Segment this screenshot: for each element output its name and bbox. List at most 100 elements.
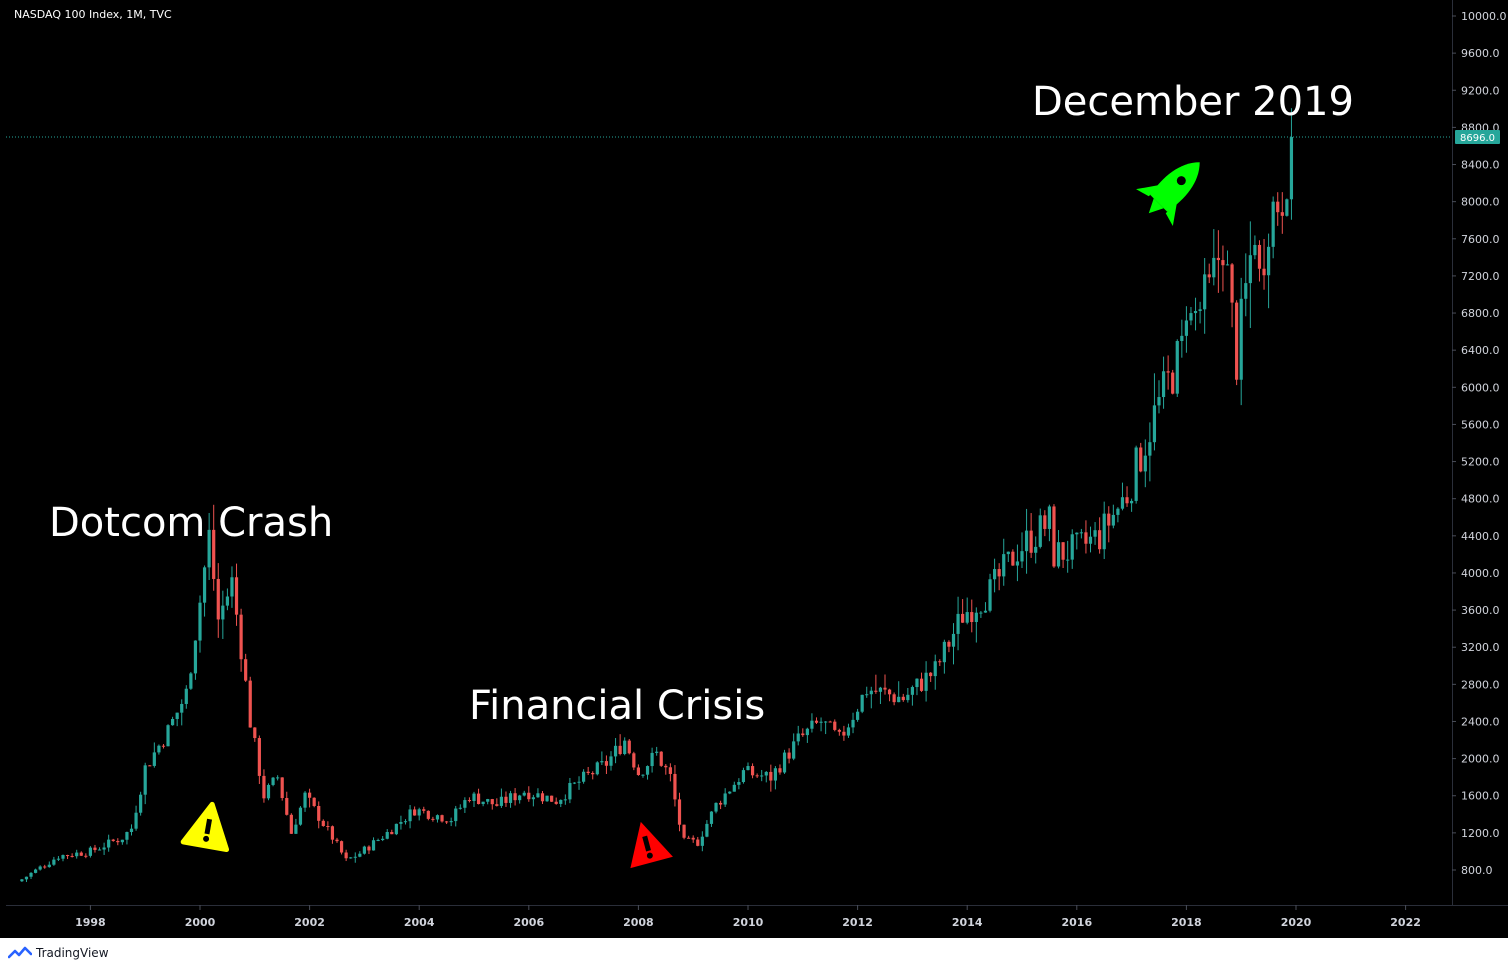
candle-body: [632, 753, 636, 768]
y-tick-label: 2400.0: [1461, 715, 1500, 728]
candle-body: [1161, 371, 1166, 398]
candle-body: [65, 855, 70, 857]
y-axis[interactable]: 800.0 1200.0 1600.0 2000.0 2400.0 2800.0 3200.…: [1452, 10, 1507, 877]
candle-body: [787, 752, 791, 759]
candle-body: [540, 793, 545, 802]
candle-body: [84, 855, 88, 857]
candle-body: [618, 745, 622, 755]
candle-body: [317, 805, 321, 821]
y-tick-label: 8400.0: [1461, 159, 1500, 172]
candle-body: [709, 811, 714, 824]
candle-body: [792, 741, 796, 759]
candle-body: [673, 773, 677, 800]
candle-body: [860, 694, 864, 712]
candle-body: [828, 721, 832, 723]
candle-body: [737, 782, 741, 785]
candle-body: [134, 812, 138, 829]
candle-body: [321, 820, 325, 827]
candle-body: [527, 792, 531, 800]
x-axis[interactable]: 1998 2000 2002 2004 2006 2008 2010 2012 2014 2016…: [75, 905, 1421, 929]
candle-body: [298, 807, 303, 825]
candle-body: [910, 687, 914, 695]
candle-body: [1257, 244, 1262, 269]
candle-body: [1225, 264, 1230, 266]
candle-body: [184, 688, 188, 704]
x-tick-label: 2014: [952, 916, 983, 929]
y-tick-label: 7600.0: [1461, 233, 1500, 246]
candle-body: [1175, 341, 1179, 394]
y-tick-label: 8000.0: [1461, 196, 1500, 209]
candle-body: [20, 879, 24, 882]
candle-body: [358, 853, 362, 857]
candle-body: [1262, 268, 1266, 276]
candle-body: [856, 711, 860, 720]
candle-body: [842, 731, 846, 736]
candle-body: [308, 792, 312, 798]
candle-body: [225, 596, 229, 606]
candle-body: [1285, 199, 1289, 216]
candle-body: [796, 733, 800, 742]
candle-body: [563, 799, 567, 801]
candle-body: [732, 784, 736, 792]
candle-body: [495, 804, 499, 806]
candle-body: [1098, 530, 1102, 550]
candle-body: [362, 846, 366, 854]
candle-body: [120, 839, 124, 843]
y-tick-label: 6800.0: [1461, 307, 1500, 320]
candle-body: [161, 745, 166, 747]
candle-body: [764, 771, 768, 776]
candle-body: [810, 720, 814, 729]
candle-body: [1070, 534, 1074, 560]
x-tick-label: 2010: [733, 916, 764, 929]
candle-body: [1280, 212, 1284, 216]
candle-body: [874, 690, 878, 692]
candle-body: [499, 796, 503, 806]
brand[interactable]: TradingView: [8, 942, 109, 964]
chart-background: [0, 0, 1508, 938]
candle-body: [572, 782, 577, 784]
candle-body: [102, 847, 106, 850]
candle-body: [1079, 532, 1083, 534]
candle-body: [554, 801, 558, 804]
candle-body: [70, 855, 74, 857]
candle-body: [993, 569, 997, 580]
candle-body: [600, 761, 604, 763]
candle-body: [202, 567, 207, 603]
candle-body: [769, 771, 773, 781]
candle-body: [371, 840, 376, 851]
y-tick-label: 4400.0: [1461, 530, 1500, 543]
x-tick-label: 2022: [1390, 916, 1421, 929]
candle-body: [266, 784, 271, 799]
candle-body: [983, 610, 988, 613]
candle-body: [175, 712, 179, 719]
candle-body: [221, 605, 225, 620]
candle-body: [24, 876, 29, 880]
candle-body: [481, 801, 485, 805]
candle-body: [198, 602, 202, 641]
candle-body: [878, 687, 883, 692]
x-tick-label: 2018: [1171, 916, 1202, 929]
candle-body: [970, 612, 974, 623]
candle-body: [518, 795, 522, 801]
candle-body: [116, 840, 120, 843]
candle-body: [399, 822, 403, 824]
candle-body: [929, 672, 933, 677]
candle-body: [901, 696, 905, 701]
candle-body: [938, 661, 942, 663]
candle-body: [417, 809, 421, 816]
candle-body: [504, 796, 508, 803]
candle-body: [801, 733, 805, 736]
candle-body: [1107, 513, 1111, 526]
candle-body: [52, 859, 56, 865]
candle-body: [1011, 551, 1015, 566]
candle-body: [56, 858, 61, 860]
candle-body: [476, 793, 481, 805]
candle-body: [719, 802, 723, 805]
candle-body: [262, 775, 266, 799]
x-tick-label: 2004: [404, 916, 435, 929]
candle-body: [294, 824, 298, 834]
candle-body: [1166, 371, 1170, 373]
candle-body: [1253, 244, 1257, 256]
candle-body: [700, 836, 704, 846]
annotation-dotcom: Dotcom Crash: [49, 500, 333, 546]
